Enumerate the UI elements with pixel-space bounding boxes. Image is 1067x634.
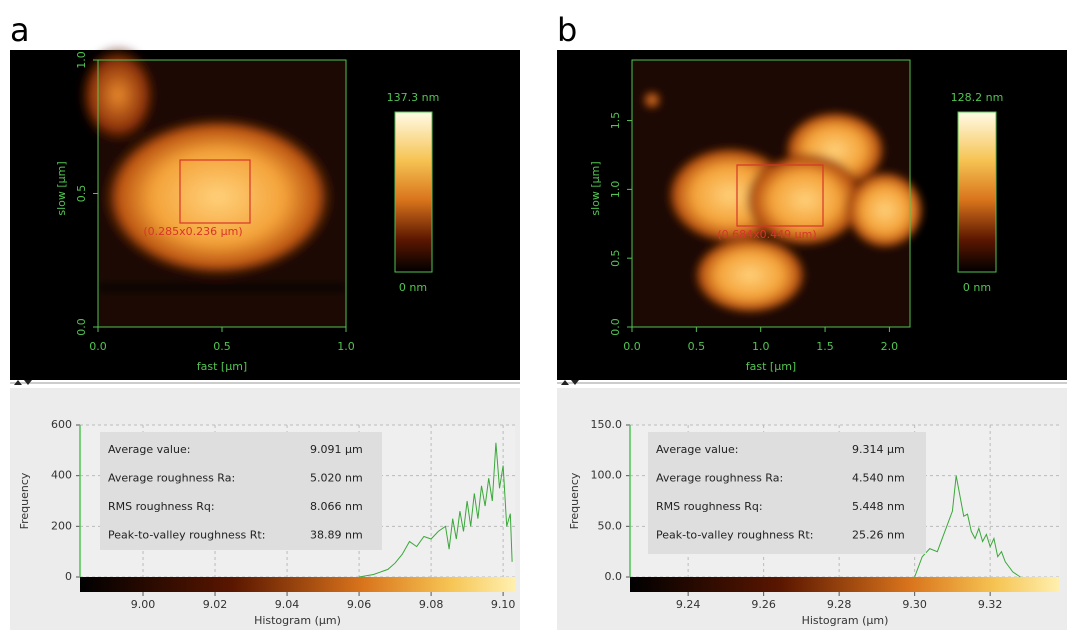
y-tick-label: 0.0 bbox=[609, 318, 622, 336]
stat-value: 5.020 nm bbox=[310, 472, 363, 485]
x-tick-label: 0.0 bbox=[89, 340, 107, 353]
y-axis-label: Frequency bbox=[568, 472, 581, 529]
x-tick-label: 9.02 bbox=[203, 598, 228, 611]
scan-line bbox=[98, 285, 346, 290]
x-tick-label: 9.08 bbox=[419, 598, 444, 611]
color-scale bbox=[630, 577, 1060, 592]
stat-value: 38.89 nm bbox=[310, 529, 363, 542]
stat-label: Peak-to-valley roughness Rt: bbox=[656, 529, 813, 542]
y-tick-label: 1.0 bbox=[75, 51, 88, 69]
feature bbox=[845, 170, 925, 250]
x-tick-label: 9.32 bbox=[978, 598, 1003, 611]
x-tick-label: 9.00 bbox=[131, 598, 156, 611]
scale-min: 0 nm bbox=[399, 281, 427, 294]
stat-label: Average value: bbox=[108, 443, 190, 456]
afm-image bbox=[632, 60, 925, 327]
y-tick-label: 600 bbox=[51, 418, 72, 431]
x-tick-label: 9.06 bbox=[347, 598, 372, 611]
y-tick-label: 150.0 bbox=[591, 418, 623, 431]
selection-size: (0.285x0.236 µm) bbox=[143, 225, 242, 238]
x-axis-label: Histogram (µm) bbox=[802, 614, 889, 627]
color-scale bbox=[395, 112, 432, 272]
x-tick-label: 9.24 bbox=[676, 598, 701, 611]
y-tick-label: 100.0 bbox=[591, 469, 623, 482]
panel-label: a bbox=[10, 11, 30, 49]
feature bbox=[692, 235, 808, 315]
y-tick-label: 200 bbox=[51, 519, 72, 532]
stat-value: 5.448 nm bbox=[852, 500, 905, 513]
scale-min: 0 nm bbox=[963, 281, 991, 294]
x-tick-label: 1.0 bbox=[337, 340, 355, 353]
x-axis-label: Histogram (µm) bbox=[254, 614, 341, 627]
x-tick-label: 9.26 bbox=[751, 598, 776, 611]
x-tick-label: 1.5 bbox=[816, 340, 834, 353]
selection-size: (0.684x0.449 µm) bbox=[717, 228, 816, 241]
scale-max: 128.2 nm bbox=[951, 91, 1004, 104]
y-axis-label: slow [µm] bbox=[55, 161, 68, 215]
y-axis-label: slow [µm] bbox=[589, 161, 602, 215]
y-tick-label: 0 bbox=[65, 570, 72, 583]
figure: a 0.0 0.5 1.0 0.0 0.5 1.0 fast [µm] slow [µm] 137… bbox=[0, 0, 1067, 630]
stat-value: 4.540 nm bbox=[852, 472, 905, 485]
stat-label: RMS roughness Rq: bbox=[108, 500, 215, 513]
x-tick-label: 1.0 bbox=[752, 340, 770, 353]
x-tick-label: 9.28 bbox=[827, 598, 852, 611]
stat-value: 9.314 µm bbox=[852, 443, 905, 456]
stat-label: Average value: bbox=[656, 443, 738, 456]
x-tick-label: 9.30 bbox=[902, 598, 927, 611]
stat-value: 8.066 nm bbox=[310, 500, 363, 513]
y-tick-label: 1.5 bbox=[609, 112, 622, 130]
x-tick-label: 0.5 bbox=[688, 340, 706, 353]
x-tick-label: 9.04 bbox=[275, 598, 300, 611]
y-tick-label: 0.5 bbox=[75, 185, 88, 203]
y-tick-label: 1.0 bbox=[609, 181, 622, 199]
x-axis-label: fast [µm] bbox=[746, 360, 796, 373]
color-scale bbox=[80, 577, 515, 592]
afm-image bbox=[78, 45, 346, 327]
scale-max: 137.3 nm bbox=[387, 91, 440, 104]
color-scale bbox=[958, 112, 996, 272]
y-tick-label: 400 bbox=[51, 469, 72, 482]
panel-label: b bbox=[557, 11, 577, 49]
stat-label: Average roughness Ra: bbox=[656, 472, 783, 485]
y-tick-label: 0.0 bbox=[605, 570, 623, 583]
feature bbox=[100, 115, 336, 279]
x-tick-label: 2.0 bbox=[881, 340, 899, 353]
stat-label: Average roughness Ra: bbox=[108, 472, 235, 485]
stat-value: 25.26 nm bbox=[852, 529, 905, 542]
y-tick-label: 0.0 bbox=[75, 318, 88, 336]
x-axis-label: fast [µm] bbox=[197, 360, 247, 373]
stat-label: RMS roughness Rq: bbox=[656, 500, 763, 513]
x-tick-label: 0.5 bbox=[213, 340, 231, 353]
x-tick-label: 0.0 bbox=[623, 340, 641, 353]
x-tick-label: 9.10 bbox=[491, 598, 516, 611]
stat-label: Peak-to-valley roughness Rt: bbox=[108, 529, 265, 542]
y-tick-label: 0.5 bbox=[609, 249, 622, 267]
stat-value: 9.091 µm bbox=[310, 443, 363, 456]
y-axis-label: Frequency bbox=[18, 472, 31, 529]
feature bbox=[642, 90, 662, 110]
y-tick-label: 50.0 bbox=[598, 519, 623, 532]
